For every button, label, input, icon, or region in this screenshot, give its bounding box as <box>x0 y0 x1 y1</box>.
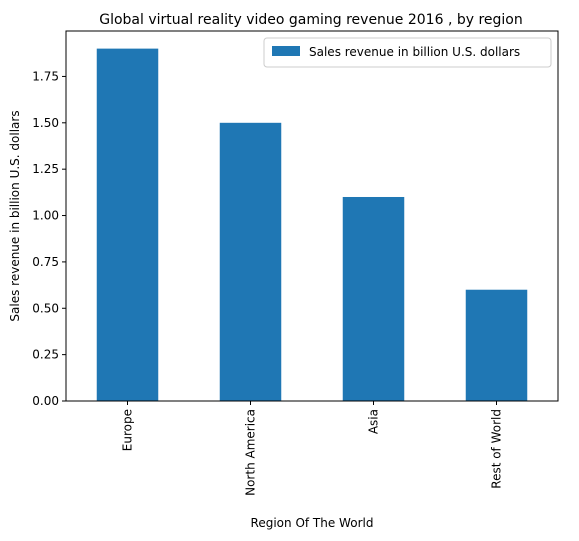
x-axis: Europe North America Asia Rest of World <box>121 401 504 496</box>
bar-asia <box>342 196 405 401</box>
plot-frame <box>65 30 559 402</box>
legend-label: Sales revenue in billion U.S. dollars <box>309 45 520 59</box>
bar-rest-of-world <box>465 289 528 401</box>
bar-europe <box>96 48 159 401</box>
y-tick-label: 1.50 <box>32 116 59 130</box>
legend: Sales revenue in billion U.S. dollars <box>263 37 552 68</box>
y-tick-label: 0.00 <box>32 394 59 408</box>
x-tick-label: Rest of World <box>490 409 504 489</box>
x-tick-label: North America <box>244 409 258 496</box>
y-tick-label: 1.25 <box>32 162 59 176</box>
y-tick-label: 0.25 <box>32 348 59 362</box>
chart-title: Global virtual reality video gaming reve… <box>99 12 523 28</box>
y-tick-label: 0.75 <box>32 255 59 269</box>
y-tick-label: 1.00 <box>32 209 59 223</box>
bar-north-america <box>219 122 282 402</box>
y-tick-label: 0.50 <box>32 301 59 315</box>
bars-group <box>96 48 528 402</box>
x-tick-label: Asia <box>367 409 381 434</box>
y-axis-label: Sales revenue in billion U.S. dollars <box>8 110 22 321</box>
y-axis: 0.00 0.25 0.50 0.75 1.00 1.25 1.50 1.75 <box>32 69 66 408</box>
legend-swatch <box>272 46 300 56</box>
y-tick-label: 1.75 <box>32 69 59 83</box>
x-axis-label: Region Of The World <box>251 516 374 530</box>
x-tick-label: Europe <box>121 409 135 451</box>
legend-box <box>263 37 552 68</box>
